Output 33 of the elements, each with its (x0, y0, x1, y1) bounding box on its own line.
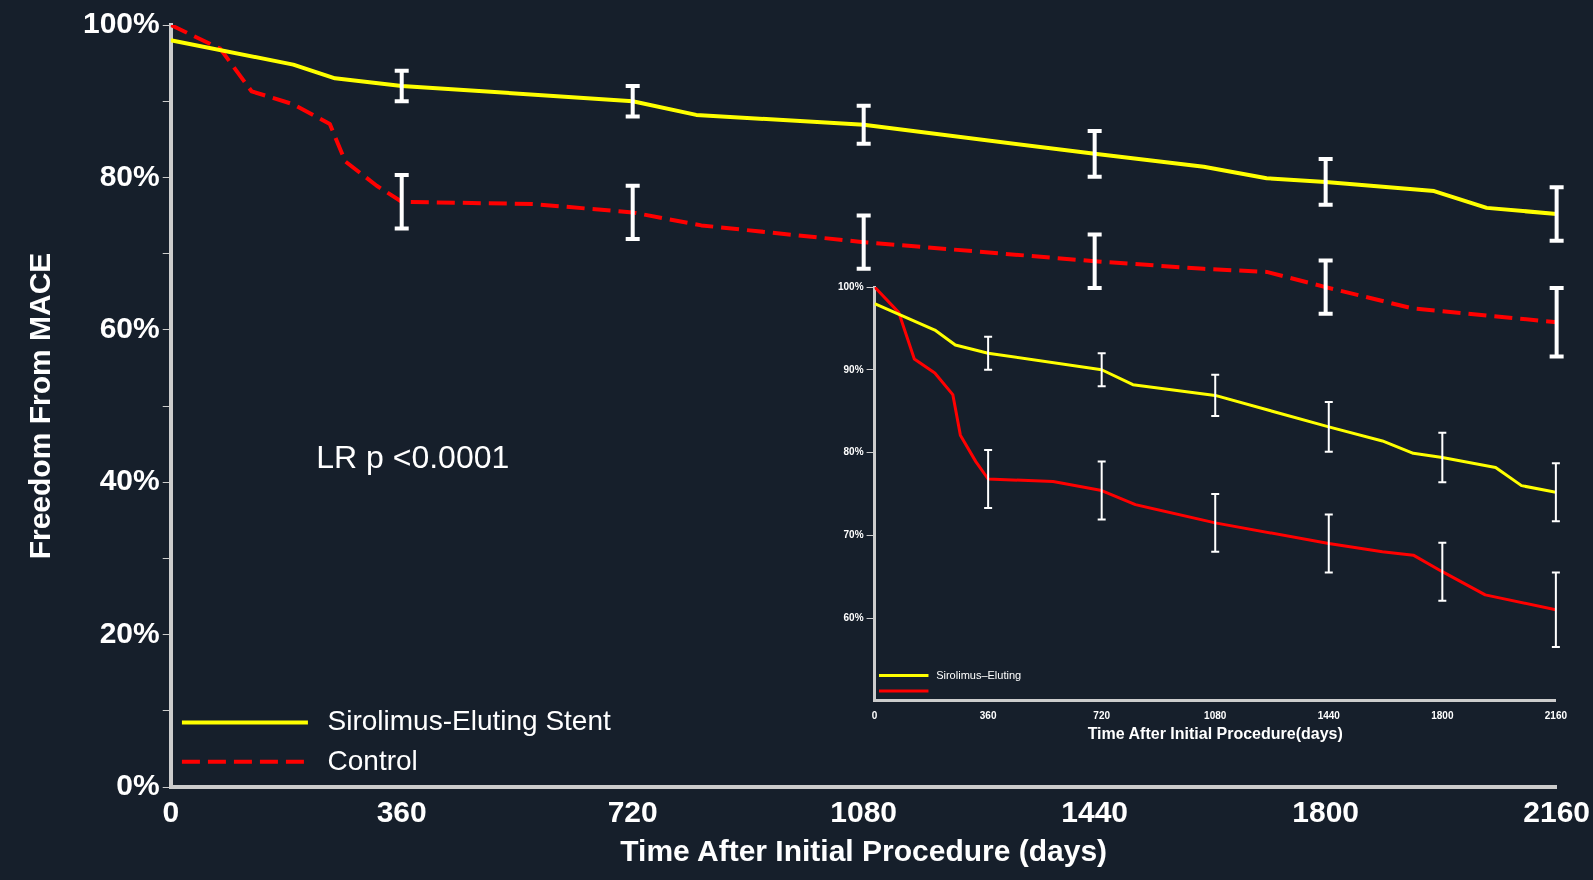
legend-label: Control (327, 744, 418, 776)
x-axis-title: Time After Initial Procedure (days) (620, 834, 1108, 868)
x-tick-label: 2160 (1523, 795, 1591, 829)
x-tick-label: 1080 (830, 795, 898, 829)
y-tick-label: 20% (99, 615, 160, 649)
x-tick-label: 360 (979, 709, 997, 721)
line-series (170, 25, 1557, 325)
x-tick-label: 720 (1093, 709, 1111, 721)
x-tick-label: 1800 (1292, 795, 1360, 829)
y-tick-label: 90% (843, 363, 864, 375)
x-tick-label: 1440 (1061, 795, 1129, 829)
x-tick-label: 720 (607, 795, 658, 829)
y-tick-label: 0% (116, 768, 160, 802)
y-tick-label: 60% (99, 311, 160, 345)
y-tick-label: 70% (843, 529, 864, 541)
y-tick-label: 40% (99, 463, 160, 497)
legend-label: Sirolimus–Eluting (936, 668, 1022, 681)
x-tick-label: 0 (162, 795, 180, 829)
legend-label: Sirolimus-Eluting Stent (327, 705, 611, 737)
x-axis-title: Time After Initial Procedure(days) (1087, 724, 1343, 742)
x-tick-label: 1800 (1431, 709, 1454, 721)
y-tick-label: 100% (82, 6, 160, 40)
y-tick-label: 60% (843, 611, 864, 623)
x-tick-label: 360 (376, 795, 427, 829)
x-tick-label: 1080 (1204, 709, 1227, 721)
y-tick-label: 100% (838, 280, 864, 292)
y-axis-title: Freedom From MACE (23, 252, 57, 560)
x-tick-label: 2160 (1544, 709, 1568, 721)
x-tick-label: 0 (871, 709, 878, 721)
y-tick-label: 80% (99, 158, 160, 192)
x-tick-label: 1440 (1317, 709, 1341, 721)
annotation: LR p <0.0001 (316, 439, 510, 476)
y-tick-label: 80% (843, 446, 864, 458)
